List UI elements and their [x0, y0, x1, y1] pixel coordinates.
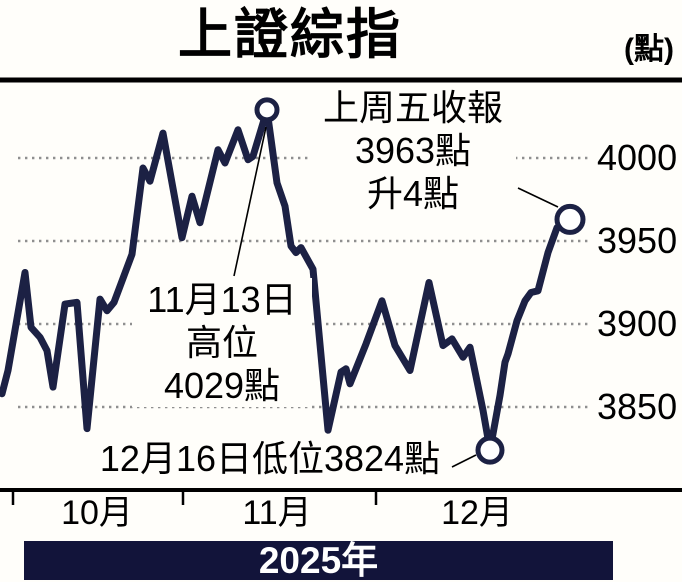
- x-axis-label-3: 12月: [441, 494, 513, 532]
- annotation-last-close-line1: 上周五收報: [322, 87, 503, 128]
- annotation-high-line2: 高位: [185, 322, 258, 363]
- y-axis-label-4000: 4000: [597, 137, 678, 178]
- marker-last-close: [554, 203, 586, 235]
- x-axis-label-1: 10月: [61, 494, 133, 532]
- marker-low: [475, 435, 505, 465]
- annotation-low: 12月16日低位3824點: [90, 438, 450, 480]
- callout-low: [451, 454, 477, 468]
- annotation-high-line3: 4029點: [163, 365, 281, 406]
- x-axis-label-2: 11月: [242, 494, 312, 532]
- annotation-last-close-line3: 升4點: [366, 173, 460, 214]
- annotation-last-close-line2: 3963點: [354, 130, 472, 171]
- year-banner: 2025年: [24, 541, 613, 581]
- y-axis-label-3900: 3900: [597, 303, 678, 344]
- page-title: 上證綜指: [178, 5, 402, 65]
- annotation-high-line1: 11月13日: [147, 279, 297, 320]
- callout-high: [233, 126, 267, 277]
- callout-last-close: [517, 187, 559, 208]
- y-axis-label-3850: 3850: [597, 386, 678, 427]
- y-axis-label-3950: 3950: [597, 220, 678, 261]
- axis-unit-label: (點): [624, 33, 674, 66]
- annotation-high: 11月13日 高位 4029點: [132, 278, 312, 407]
- annotation-last-close: 上周五收報 3963點 升4點: [310, 86, 516, 215]
- series-line: [0, 106, 574, 454]
- marker-high: [254, 97, 280, 123]
